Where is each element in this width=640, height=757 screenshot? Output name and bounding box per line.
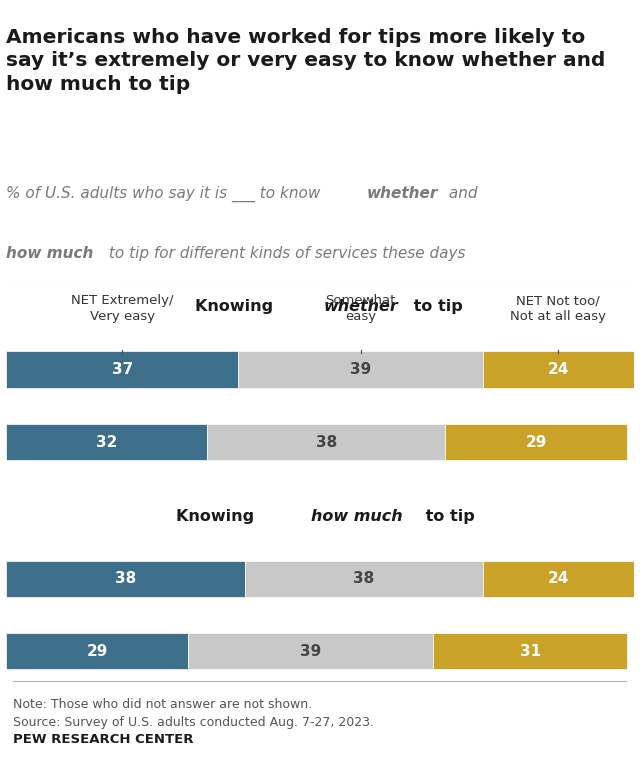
Text: NET Not too/
Not at all easy: NET Not too/ Not at all easy xyxy=(510,294,606,323)
Text: 37: 37 xyxy=(112,362,133,377)
Text: 31: 31 xyxy=(520,643,541,659)
Text: 29: 29 xyxy=(86,643,108,659)
Bar xyxy=(207,424,445,460)
Text: 24: 24 xyxy=(548,362,569,377)
Bar xyxy=(244,561,483,597)
Text: 39: 39 xyxy=(300,643,321,659)
Text: 38: 38 xyxy=(316,435,337,450)
Text: 38: 38 xyxy=(115,572,136,586)
Text: whether: whether xyxy=(367,185,438,201)
Text: Knowing: Knowing xyxy=(176,509,259,524)
Bar xyxy=(6,351,239,388)
Text: 29: 29 xyxy=(525,435,547,450)
Text: NET Extremely/
Very easy: NET Extremely/ Very easy xyxy=(71,294,173,323)
Text: 38: 38 xyxy=(353,572,374,586)
Text: PEW RESEARCH CENTER: PEW RESEARCH CENTER xyxy=(13,733,193,746)
Text: whether: whether xyxy=(323,300,398,314)
Bar xyxy=(188,633,433,669)
Bar xyxy=(239,351,483,388)
Bar xyxy=(445,424,627,460)
Bar xyxy=(483,561,634,597)
Bar xyxy=(6,424,207,460)
Text: 32: 32 xyxy=(96,435,117,450)
Bar xyxy=(483,351,634,388)
Text: to tip for different kinds of services these days: to tip for different kinds of services t… xyxy=(104,246,465,261)
Bar xyxy=(6,561,244,597)
Text: Americans who have worked for tips more likely to
say it’s extremely or very eas: Americans who have worked for tips more … xyxy=(6,28,606,94)
Text: to tip: to tip xyxy=(408,300,463,314)
Text: how much: how much xyxy=(310,509,402,524)
Text: 39: 39 xyxy=(350,362,371,377)
Text: 24: 24 xyxy=(548,572,569,586)
Text: how much: how much xyxy=(6,246,94,261)
Bar xyxy=(433,633,627,669)
Bar xyxy=(6,633,188,669)
Text: and: and xyxy=(444,185,477,201)
Text: Note: Those who did not answer are not shown.
Source: Survey of U.S. adults cond: Note: Those who did not answer are not s… xyxy=(13,698,374,729)
Text: to tip: to tip xyxy=(420,509,475,524)
Text: Knowing: Knowing xyxy=(195,300,278,314)
Text: Somewhat
easy: Somewhat easy xyxy=(326,294,396,323)
Text: % of U.S. adults who say it is ___ to know: % of U.S. adults who say it is ___ to kn… xyxy=(6,185,326,202)
